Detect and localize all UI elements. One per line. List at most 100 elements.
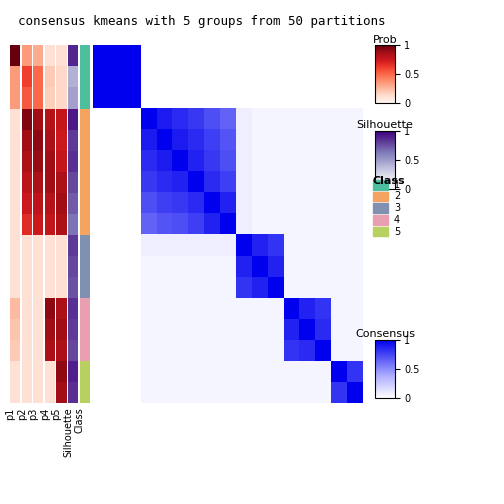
Bar xyxy=(10,256,20,277)
Bar xyxy=(45,193,55,214)
Bar xyxy=(56,193,67,214)
Bar xyxy=(45,256,55,277)
Bar xyxy=(10,172,20,193)
Bar xyxy=(33,151,43,172)
Bar xyxy=(68,130,78,151)
Bar xyxy=(56,298,67,319)
Bar xyxy=(68,298,78,319)
Text: Class: Class xyxy=(373,176,406,186)
Bar xyxy=(45,214,55,235)
Bar xyxy=(56,235,67,256)
Text: p5: p5 xyxy=(51,407,61,420)
Bar xyxy=(68,172,78,193)
Bar xyxy=(33,108,43,130)
Bar xyxy=(68,88,78,108)
Bar xyxy=(10,108,20,130)
Bar xyxy=(56,214,67,235)
Bar xyxy=(22,361,32,382)
Bar xyxy=(33,382,43,403)
FancyBboxPatch shape xyxy=(373,227,389,236)
Bar xyxy=(33,130,43,151)
FancyBboxPatch shape xyxy=(373,192,389,201)
Bar xyxy=(22,172,32,193)
Bar xyxy=(22,256,32,277)
Bar xyxy=(33,235,43,256)
Title: Silhouette: Silhouette xyxy=(357,120,413,130)
Bar xyxy=(10,382,20,403)
Bar xyxy=(22,108,32,130)
Title: Prob: Prob xyxy=(373,35,397,44)
Bar xyxy=(10,193,20,214)
Bar xyxy=(10,235,20,256)
Text: p3: p3 xyxy=(28,407,38,420)
Bar xyxy=(33,340,43,361)
Bar xyxy=(56,88,67,108)
Bar xyxy=(80,340,90,361)
Bar xyxy=(68,108,78,130)
Bar xyxy=(22,193,32,214)
Bar xyxy=(68,45,78,67)
Text: p1: p1 xyxy=(5,407,15,420)
Bar xyxy=(68,235,78,256)
Bar xyxy=(33,172,43,193)
Bar xyxy=(80,108,90,130)
Text: 4: 4 xyxy=(394,215,400,225)
Bar xyxy=(56,130,67,151)
Bar xyxy=(22,67,32,88)
Bar xyxy=(45,361,55,382)
Bar xyxy=(80,45,90,67)
FancyBboxPatch shape xyxy=(373,204,389,213)
Text: consensus kmeans with 5 groups from 50 partitions: consensus kmeans with 5 groups from 50 p… xyxy=(18,15,386,28)
Bar xyxy=(80,319,90,340)
Bar xyxy=(33,298,43,319)
Title: Consensus: Consensus xyxy=(355,330,415,339)
Bar xyxy=(45,130,55,151)
Bar xyxy=(80,382,90,403)
Bar xyxy=(45,67,55,88)
Text: 1: 1 xyxy=(394,180,400,190)
Bar xyxy=(10,319,20,340)
Bar xyxy=(80,151,90,172)
Bar xyxy=(56,45,67,67)
Text: p2: p2 xyxy=(17,407,27,420)
Bar xyxy=(10,361,20,382)
Text: Class: Class xyxy=(75,407,85,433)
Bar xyxy=(45,235,55,256)
Bar xyxy=(22,382,32,403)
Bar xyxy=(33,45,43,67)
Bar xyxy=(10,151,20,172)
Bar xyxy=(80,277,90,298)
Bar xyxy=(10,88,20,108)
Bar xyxy=(33,361,43,382)
Bar xyxy=(22,235,32,256)
Bar xyxy=(56,151,67,172)
Bar xyxy=(22,214,32,235)
Bar xyxy=(56,382,67,403)
Bar xyxy=(45,319,55,340)
Bar xyxy=(10,130,20,151)
Bar xyxy=(22,340,32,361)
Bar xyxy=(10,45,20,67)
Bar xyxy=(45,108,55,130)
Bar xyxy=(10,214,20,235)
Bar xyxy=(68,277,78,298)
Text: 3: 3 xyxy=(394,203,400,213)
Bar xyxy=(33,193,43,214)
Bar xyxy=(45,382,55,403)
Bar xyxy=(68,193,78,214)
Bar xyxy=(68,214,78,235)
Bar xyxy=(22,151,32,172)
Bar xyxy=(80,130,90,151)
Bar xyxy=(80,361,90,382)
Bar xyxy=(56,277,67,298)
Bar xyxy=(45,151,55,172)
Bar xyxy=(68,151,78,172)
Bar xyxy=(68,319,78,340)
Bar xyxy=(68,361,78,382)
Bar xyxy=(80,256,90,277)
Bar xyxy=(10,67,20,88)
Bar xyxy=(80,67,90,88)
Bar xyxy=(33,67,43,88)
Bar xyxy=(22,277,32,298)
Bar xyxy=(68,256,78,277)
